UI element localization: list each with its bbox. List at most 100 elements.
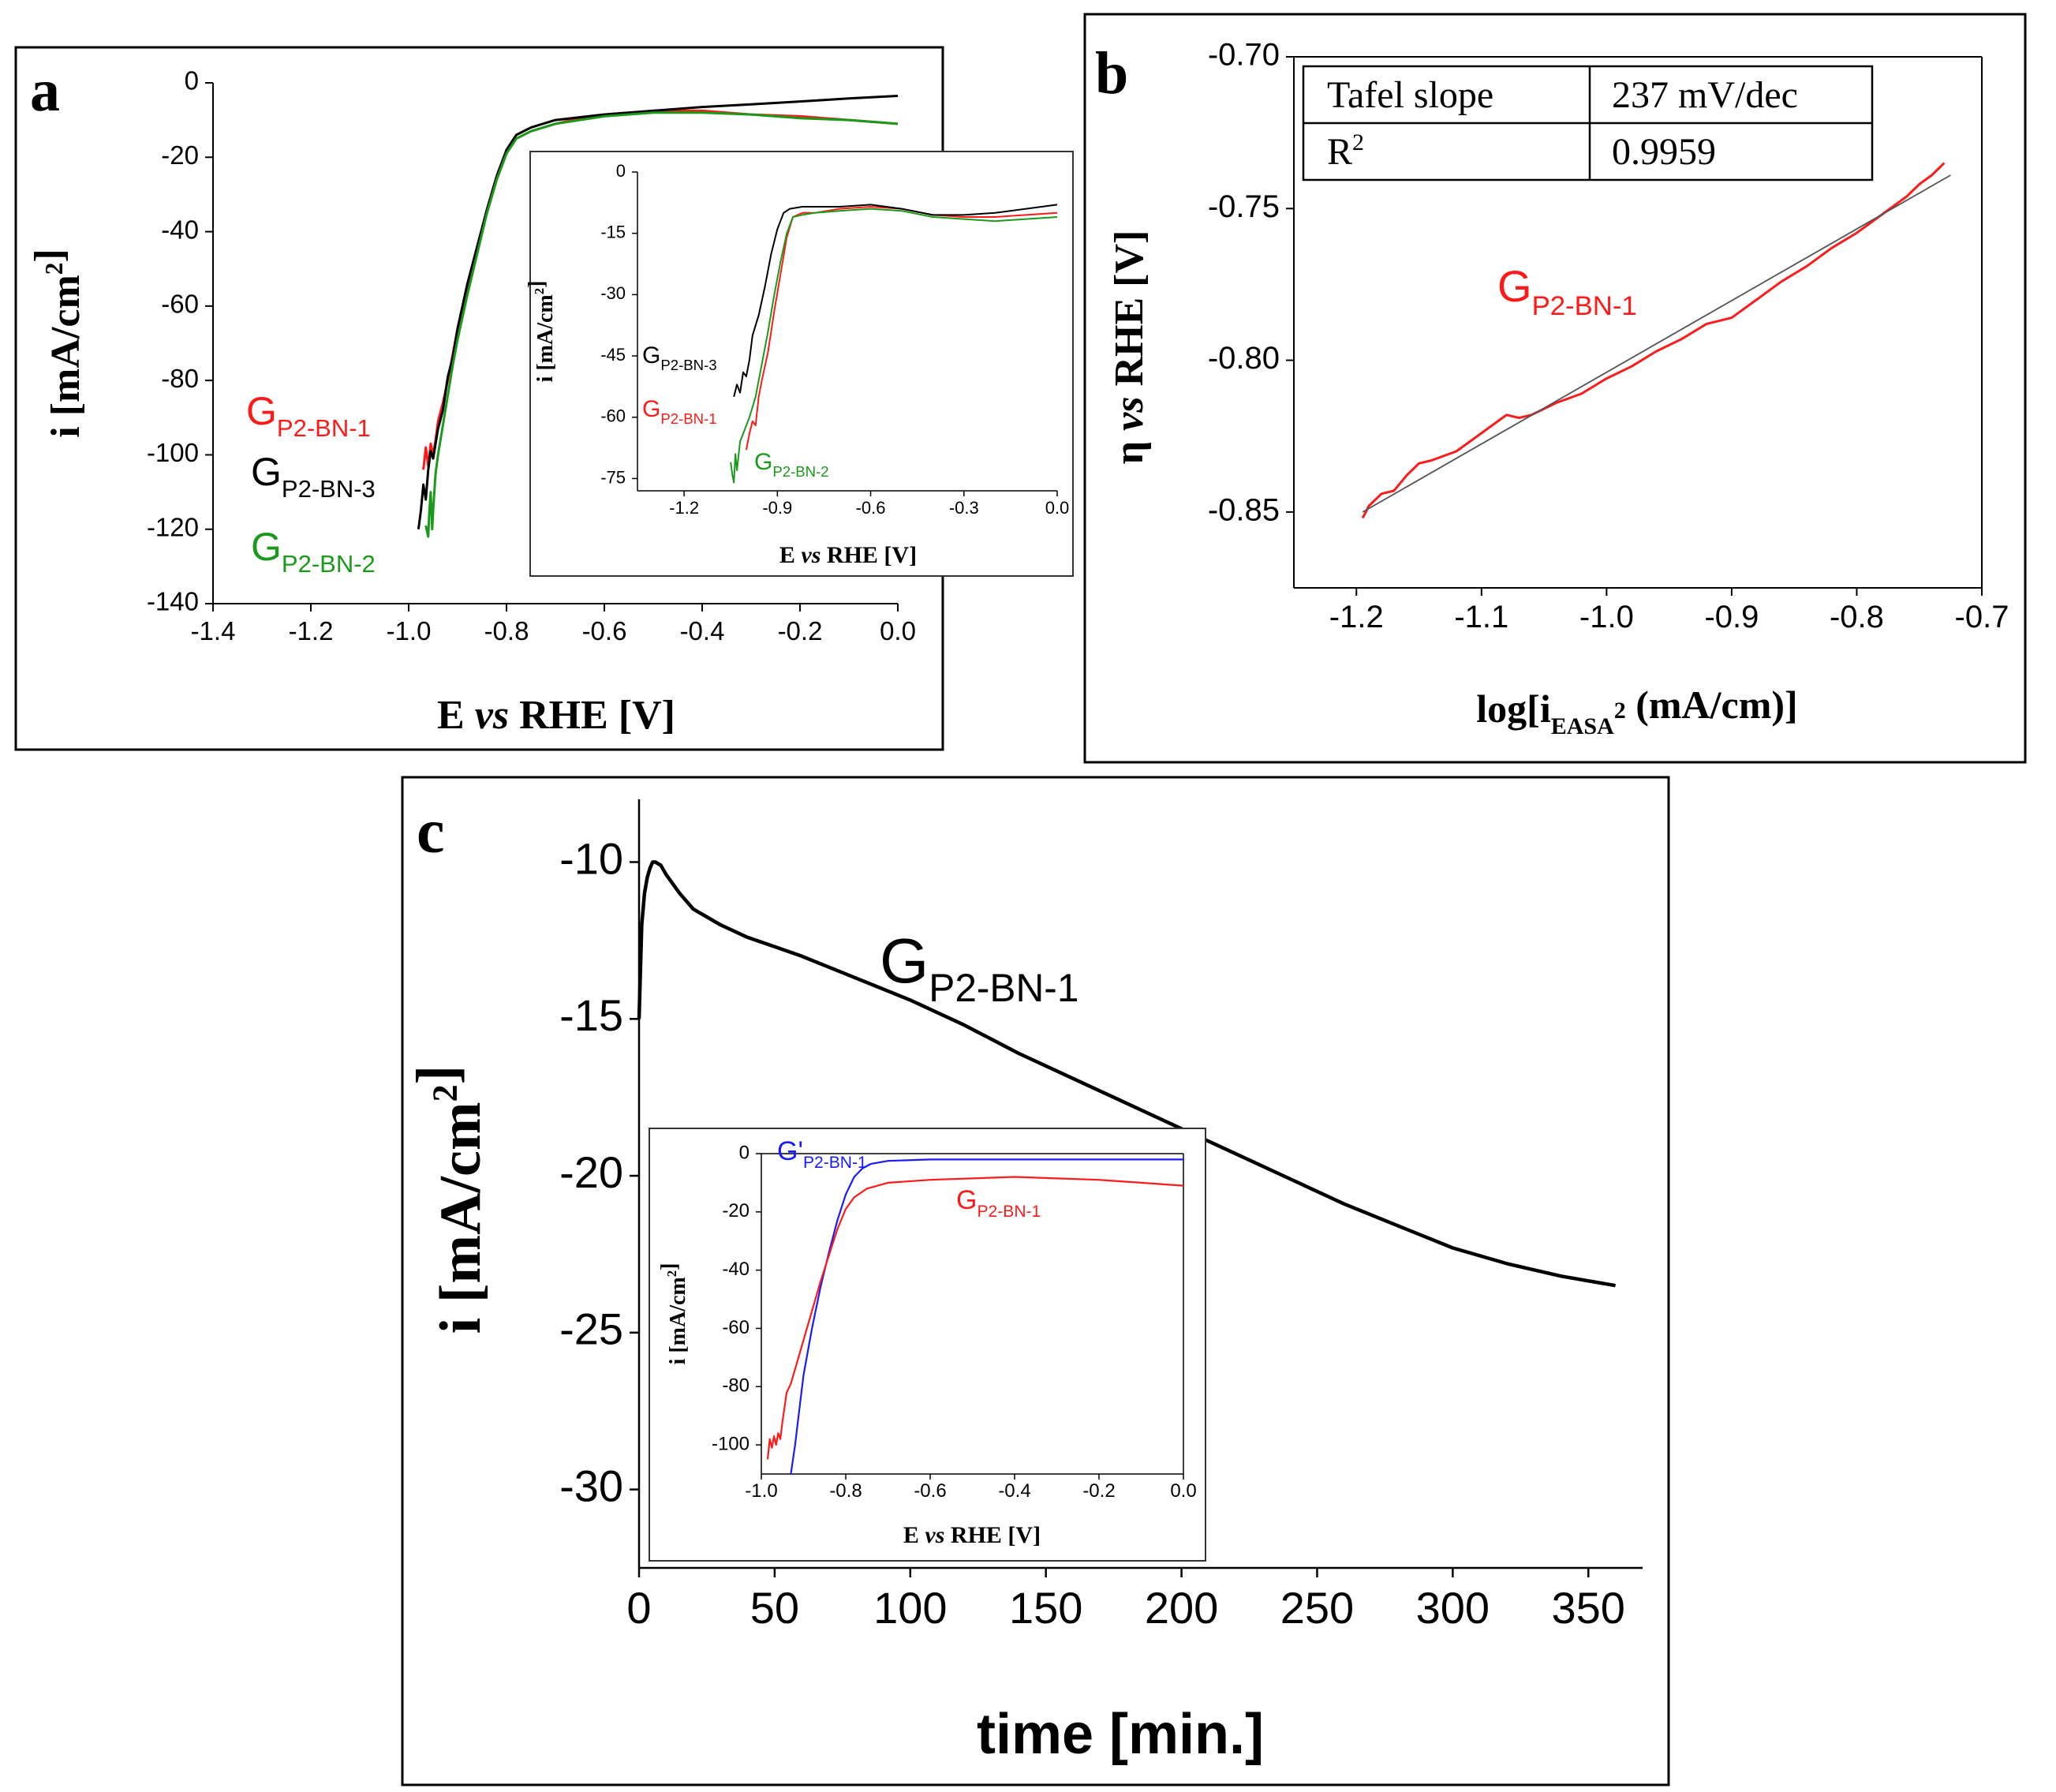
a-x-tick-label: -0.2: [778, 616, 823, 645]
c-y-tick-label: -15: [559, 990, 623, 1040]
a-x-tick-label: 0.0: [880, 616, 916, 645]
c-x-tick-label: 200: [1145, 1583, 1218, 1633]
b-y-tick-label: -0.70: [1208, 38, 1280, 73]
c_inset-y-tick-label: -60: [722, 1317, 750, 1338]
c_inset-x-tick-label: -0.8: [829, 1480, 862, 1502]
table-cell-r2-value: 0.9959: [1612, 131, 1716, 173]
panel-c-inset-label-gp2-bn-1: GP2-BN-1: [956, 1185, 1041, 1221]
a-y-tick-label: -80: [161, 364, 199, 393]
b-axes: -1.2 -1.1 -1.0 -0.9 -0.8 -0.7 -0.70 -0.75 -0.80 -…: [1208, 38, 2009, 634]
b-y-tick-label: -0.75: [1208, 189, 1280, 224]
c_inset-series-gp2-bn-1: [766, 1176, 1184, 1460]
c-series-gp2-bn-1: [637, 860, 1616, 1288]
panel-a-x-axis-title: E vs RHE [V]: [437, 693, 675, 738]
a_inset-x-tick-label: -1.2: [669, 498, 699, 518]
a-x-tick-label: -0.8: [484, 616, 529, 645]
panel-a-inset-label-gp2-bn-3: GP2-BN-3: [642, 342, 717, 373]
c_inset-axes: -1.0 -0.8 -0.6 -0.4 -0.2 0.0 0 -20 -40 -60 -80 -100: [712, 1142, 1197, 1502]
panel-b-label-gp2-bn-1: GP2-BN-1: [1497, 261, 1637, 321]
b-x-tick-label: -1.0: [1579, 600, 1634, 634]
panel-c-x-axis-title: time [min.]: [977, 1703, 1264, 1766]
c-x-tick-label: 350: [1552, 1583, 1625, 1633]
c-x-tick-label: 300: [1416, 1583, 1490, 1633]
a_inset-y-tick-label: -30: [600, 283, 626, 303]
c_inset-y-tick-label: 0: [739, 1142, 750, 1163]
a_inset-x-tick-label: -0.6: [856, 498, 886, 518]
a-y-tick-label: -40: [161, 215, 199, 244]
c_inset-y-tick-label: -20: [722, 1200, 750, 1221]
c_inset-y-tick-label: -80: [722, 1375, 750, 1397]
c-x-tick-label: 0: [626, 1583, 651, 1633]
a-series-gp2-bn-3: [417, 95, 899, 529]
panel-b-y-axis-title: η vs RHE [V]: [1107, 230, 1152, 465]
panel-a-inset-label-gp2-bn-1: GP2-BN-1: [642, 396, 717, 427]
a-y-tick-label: -60: [161, 290, 199, 319]
c-x-tick-label: 50: [750, 1583, 799, 1633]
a-series-gp2-bn-2: [424, 111, 899, 538]
a_inset-axes: -1.2 -0.9 -0.6 -0.3 0.0 0 -15 -30 -45 -60 -75: [600, 161, 1069, 518]
b-y-tick-label: -0.85: [1208, 492, 1280, 527]
a-y-tick-label: 0: [185, 66, 199, 95]
a_inset-y-tick-label: -75: [600, 467, 626, 487]
a_inset-x-tick-label: 0.0: [1045, 498, 1070, 518]
a_inset-y-tick-label: -45: [600, 345, 626, 365]
c_inset-x-tick-label: -0.2: [1082, 1480, 1115, 1502]
c-y-tick-label: -10: [559, 833, 623, 883]
c-x-tick-label: 100: [873, 1583, 947, 1633]
table-cell-tafel-value: 237 mV/dec: [1612, 74, 1798, 116]
c-y-tick-label: -25: [559, 1304, 623, 1354]
panel-label-b: b: [1095, 40, 1128, 107]
b-x-tick-label: -1.2: [1329, 600, 1384, 634]
panel-b-stats-table: Tafel slope 237 mV/dec R2 0.9959: [1302, 65, 1874, 181]
b-x-tick-label: -0.7: [1955, 600, 2009, 634]
a-x-tick-label: -1.2: [289, 616, 334, 645]
b-x-tick-label: -0.8: [1830, 600, 1884, 634]
panel-label-c: c: [417, 797, 445, 866]
panel-a-label-gp2-bn-3: GP2-BN-3: [251, 450, 376, 503]
b-y-tick-label: -0.80: [1208, 341, 1280, 376]
b-series-linear-fit: [1362, 174, 1951, 513]
panel-c-inset-label-gprime-p2-bn-1: G'P2-BN-1: [777, 1136, 867, 1172]
a_inset-y-tick-label: -60: [600, 406, 626, 426]
panel-a-inset-y-axis-title: i [mA/cm2]: [525, 281, 558, 383]
c_inset-y-tick-label: -40: [722, 1259, 750, 1280]
panel-b-x-axis-title: log[iEASA2 (mA/cm)]: [1476, 683, 1797, 739]
b-x-tick-label: -0.9: [1704, 600, 1759, 634]
a_inset-y-tick-label: 0: [616, 161, 626, 181]
a_inset-x-tick-label: -0.3: [949, 498, 979, 518]
a_inset-y-tick-label: -15: [600, 223, 626, 242]
c-x-tick-label: 150: [1009, 1583, 1082, 1633]
a_inset-series-gp2-bn-3: [733, 204, 1058, 398]
table-cell-r2-label: R2: [1327, 129, 1364, 173]
panel-label-a: a: [30, 58, 60, 124]
c_inset-y-tick-label: -100: [712, 1433, 750, 1454]
c-x-tick-label: 250: [1280, 1583, 1354, 1633]
c-y-tick-label: -30: [559, 1461, 623, 1510]
a-y-tick-label: -20: [161, 140, 199, 170]
c_inset-x-tick-label: -0.4: [998, 1480, 1030, 1502]
a-x-tick-label: -1.0: [387, 616, 432, 645]
panel-a-label-gp2-bn-2: GP2-BN-2: [251, 525, 376, 578]
panel-c-inset-x-axis-title: E vs RHE [V]: [903, 1522, 1041, 1548]
panel-a-inset-frame: [529, 151, 1074, 577]
b-x-tick-label: -1.1: [1454, 600, 1508, 634]
table-cell-tafel-label: Tafel slope: [1327, 74, 1493, 116]
a-y-tick-label: -140: [147, 587, 199, 616]
panel-c-label-gp2-bn-1: GP2-BN-1: [880, 926, 1078, 1010]
panel-c-inset-y-axis-title: i [mA/cm2]: [657, 1263, 690, 1365]
panel-a-y-axis-title: i [mA/cm2]: [27, 249, 88, 437]
c-axes: 0 50 100 150 200 250 300 350 -10 -15 -20 -25 -30: [559, 799, 1643, 1633]
c_inset-series-g-p2-bn-1: [790, 1158, 1183, 1475]
a-x-tick-label: -0.4: [680, 616, 725, 645]
a-axes: -1.4 -1.2 -1.0 -0.8 -0.6 -0.4 -0.2 0.0 0 -20 -40 -6…: [147, 66, 916, 645]
panel-c-y-axis-title: i [mA/cm2]: [405, 1065, 493, 1334]
a-y-tick-label: -100: [147, 438, 199, 467]
c_inset-x-tick-label: -0.6: [914, 1480, 946, 1502]
c-y-tick-label: -20: [559, 1147, 623, 1197]
a-y-tick-label: -120: [147, 512, 199, 541]
b-series-gp2-bn-1: [1361, 162, 1946, 519]
c_inset-x-tick-label: -1.0: [745, 1480, 777, 1502]
panel-a-inset-label-gp2-bn-2: GP2-BN-2: [754, 449, 829, 480]
a_inset-series-gp2-bn-2: [730, 208, 1058, 484]
